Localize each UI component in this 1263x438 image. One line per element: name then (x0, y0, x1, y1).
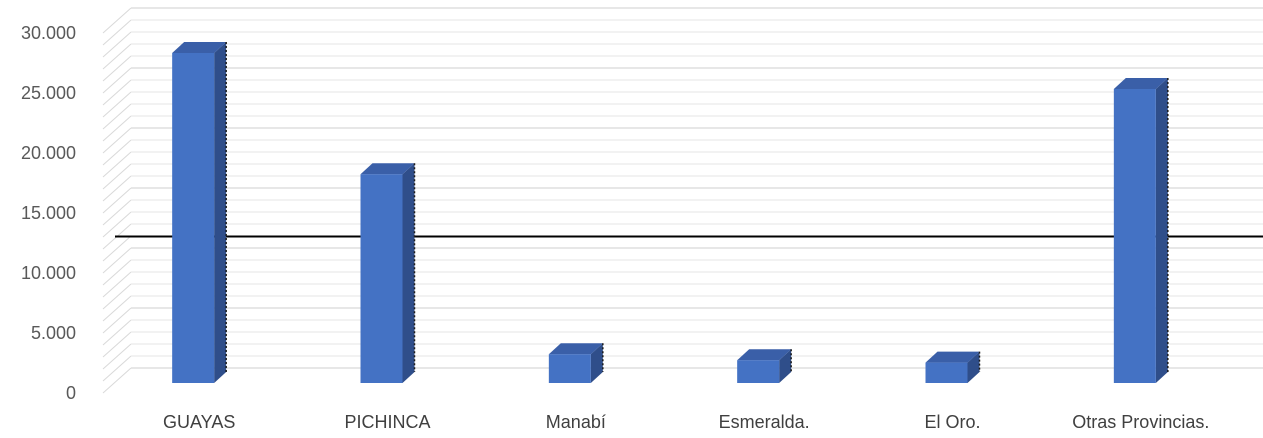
y-tick-label: 30.000 (21, 23, 76, 43)
x-category-label: El Oro. (924, 412, 980, 432)
gridline-depth (102, 367, 132, 394)
x-category-label: Manabí (546, 412, 606, 432)
bar-front (548, 354, 591, 383)
y-tick-label: 20.000 (21, 143, 76, 163)
bar-side (402, 163, 415, 383)
bar-2 (548, 343, 604, 383)
gridline-depth (102, 127, 132, 154)
y-tick-label: 0 (66, 383, 76, 403)
y-tick-label: 5.000 (31, 323, 76, 343)
x-axis-labels: GUAYAS PICHINCA Manabí Esmeralda. El Oro. Otr… (163, 412, 1209, 432)
gridline-depth (102, 211, 132, 238)
bar-front (737, 360, 780, 383)
x-category-label: Otras Provincias. (1072, 412, 1209, 432)
gridline-depth (102, 91, 132, 118)
gridline-depth (102, 307, 132, 334)
gridline-depth (102, 247, 132, 274)
bar-front (172, 53, 215, 383)
gridline-depth (102, 187, 132, 214)
bar-top (172, 42, 227, 53)
bar-5 (1113, 78, 1169, 383)
gridline-depth (102, 235, 132, 262)
gridlines (102, 7, 1263, 394)
y-tick-label: 10.000 (21, 263, 76, 283)
gridline-depth (102, 283, 132, 310)
bar-front (1113, 89, 1156, 383)
gridline-depth (102, 115, 132, 142)
bar-0 (172, 42, 227, 383)
gridline-depth (102, 19, 132, 46)
gridline-depth (102, 55, 132, 82)
gridline-depth (102, 295, 132, 322)
bar-top (737, 349, 792, 361)
bar-top (548, 343, 603, 355)
gridline-depth (102, 79, 132, 106)
bar-4 (925, 351, 981, 383)
gridline-depth (102, 175, 132, 202)
bar-side (779, 349, 792, 383)
bar-front (925, 362, 968, 383)
bars-group (172, 42, 1169, 383)
bar-side (967, 351, 980, 383)
x-category-label: Esmeralda. (719, 412, 810, 432)
x-category-label: PICHINCA (344, 412, 430, 432)
y-tick-label: 15.000 (21, 203, 76, 223)
gridline-depth (102, 259, 132, 286)
gridline-depth (102, 163, 132, 190)
bar-side (590, 343, 603, 383)
gridline-depth (102, 31, 132, 58)
bar-3 (737, 349, 792, 383)
bar-side (1155, 78, 1168, 383)
bar-1 (360, 163, 416, 383)
y-axis-ticks: 0 5.000 10.000 15.000 20.000 25.000 30.000 (21, 23, 76, 403)
bar-top (1113, 78, 1168, 89)
gridline-depth (102, 355, 132, 382)
y-tick-label: 25.000 (21, 83, 76, 103)
gridline-depth (102, 319, 132, 346)
gridline-depth (102, 343, 132, 370)
gridline-depth (102, 139, 132, 166)
bar-side (214, 42, 227, 383)
bar-top (925, 351, 980, 363)
gridline-depth (102, 67, 132, 94)
gridline-depth (102, 7, 132, 34)
bar-top (360, 163, 415, 175)
gridline-depth (102, 331, 132, 358)
gridline-depth (102, 151, 132, 178)
x-category-label: GUAYAS (163, 412, 235, 432)
bar-front (360, 174, 403, 383)
gridline-depth (102, 271, 132, 298)
gridline-depth (102, 43, 132, 70)
gridline-depth (102, 103, 132, 130)
gridline-depth (102, 199, 132, 226)
